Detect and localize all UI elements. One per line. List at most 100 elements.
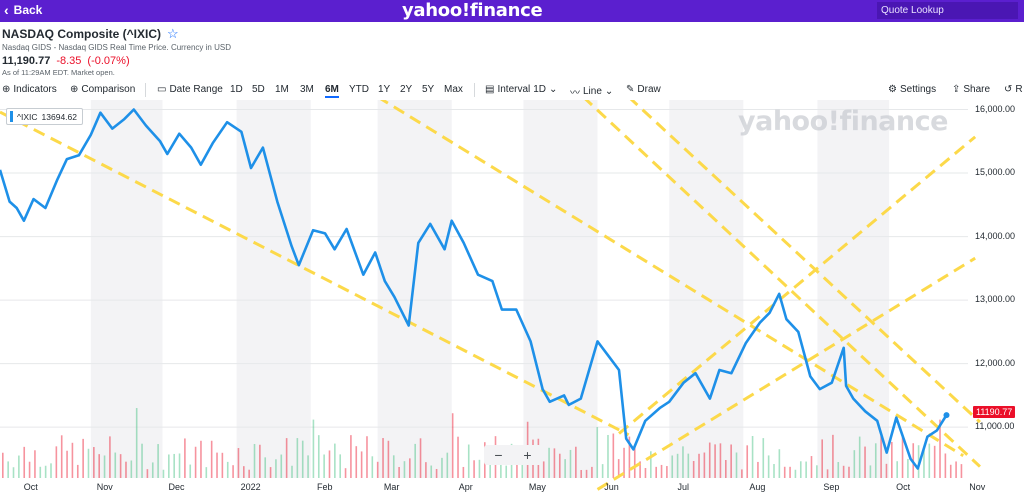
quote-subtitle: Nasdaq GIDS - Nasdaq GIDS Real Time Pric… xyxy=(2,43,231,52)
volume-bar xyxy=(387,440,390,478)
volume-bar xyxy=(757,461,759,478)
volume-bar xyxy=(923,450,925,478)
volume-bar xyxy=(842,465,845,478)
price-chart[interactable] xyxy=(0,100,1024,498)
volume-bar xyxy=(307,455,309,478)
volume-bar xyxy=(237,448,240,478)
range-5y[interactable]: 5Y xyxy=(422,84,435,95)
volume-bar xyxy=(703,452,706,478)
volume-bar xyxy=(789,466,791,478)
volume-bar xyxy=(409,458,411,478)
volume-bar xyxy=(521,465,524,478)
comparison-button[interactable]: ⊕ Comparison xyxy=(70,84,135,95)
volume-bar xyxy=(269,467,272,478)
volume-bar xyxy=(366,436,368,478)
volume-bar xyxy=(425,462,427,478)
volume-bar xyxy=(39,466,42,478)
range-max[interactable]: Max xyxy=(444,84,463,95)
volume-bar xyxy=(130,460,133,478)
month-band xyxy=(523,100,598,478)
volume-bar xyxy=(291,465,293,478)
date-range-button[interactable]: ▭ Date Range xyxy=(157,84,223,95)
range-1m[interactable]: 1M xyxy=(275,84,289,95)
volume-bar xyxy=(44,465,47,478)
volume-bar xyxy=(569,449,572,478)
range-ytd[interactable]: YTD xyxy=(349,84,369,95)
interval-label: Interval xyxy=(497,84,531,95)
trend-line xyxy=(618,135,977,435)
volume-bar xyxy=(210,440,213,478)
volume-bar xyxy=(751,435,754,478)
back-label: Back xyxy=(13,3,43,17)
zoom-in-button[interactable]: + xyxy=(523,447,532,463)
legend-symbol: ^IXIC xyxy=(17,111,38,122)
month-band xyxy=(669,100,744,478)
top-bar: ‹ Back yahoo!finance xyxy=(0,0,1024,22)
volume-bar xyxy=(87,448,90,478)
series-line xyxy=(0,108,948,470)
volume-bar xyxy=(23,446,26,478)
watermark-logo: yahoo!finance xyxy=(738,106,948,137)
volume-bar xyxy=(7,461,9,478)
volume-bar xyxy=(821,439,823,478)
interval-dropdown[interactable]: ▤ Interval 1D ⌄ xyxy=(485,84,557,95)
reset-button[interactable]: ↺ R xyxy=(1004,84,1023,95)
range-1y[interactable]: 1Y xyxy=(378,84,391,95)
x-tick-label: Oct xyxy=(23,482,38,492)
volume-bar xyxy=(243,466,245,478)
range-3m[interactable]: 3M xyxy=(300,84,314,95)
star-icon[interactable]: ☆ xyxy=(167,26,179,41)
back-button[interactable]: ‹ Back xyxy=(4,2,42,18)
volume-bar xyxy=(944,453,947,478)
pencil-icon: ✎ xyxy=(626,84,635,95)
volume-bar xyxy=(135,408,138,478)
volume-bar xyxy=(955,461,957,478)
y-tick-label: 11,000.00 xyxy=(975,421,1015,432)
plus-circle-icon: ⊕ xyxy=(2,84,11,95)
volume-bar xyxy=(392,455,395,478)
draw-label: Draw xyxy=(637,84,661,95)
legend-value: 13694.62 xyxy=(41,111,77,122)
volume-bar xyxy=(323,454,325,478)
zoom-out-button[interactable]: − xyxy=(494,447,503,463)
range-6m[interactable]: 6M xyxy=(325,84,339,98)
volume-bar xyxy=(596,427,599,478)
volume-bar xyxy=(66,450,68,478)
volume-bar xyxy=(119,454,122,478)
candle-icon: ▤ xyxy=(485,84,495,95)
volume-bar xyxy=(296,438,299,478)
yahoo-finance-logo[interactable]: yahoo!finance xyxy=(402,0,543,21)
range-5d[interactable]: 5D xyxy=(252,84,265,95)
volume-bar xyxy=(173,453,175,478)
volume-bar xyxy=(355,446,358,478)
quote-lookup-input[interactable] xyxy=(877,2,1018,19)
volume-bar xyxy=(848,466,850,478)
volume-bar xyxy=(949,464,952,478)
month-band xyxy=(817,100,890,478)
volume-bar xyxy=(28,461,31,478)
volume-bar xyxy=(960,464,963,478)
y-tick-label: 14,000.00 xyxy=(975,230,1016,241)
zoom-controls: − + xyxy=(484,445,542,465)
volume-bar xyxy=(76,464,79,478)
range-2y[interactable]: 2Y xyxy=(400,84,413,95)
draw-button[interactable]: ✎ Draw xyxy=(626,84,661,95)
volume-bar xyxy=(816,465,818,478)
settings-button[interactable]: ⚙ Settings xyxy=(888,84,936,95)
volume-bar xyxy=(542,461,545,478)
range-1d[interactable]: 1D xyxy=(230,84,243,95)
volume-bar xyxy=(435,468,438,478)
x-tick-label: 2022 xyxy=(240,482,261,492)
volume-bar xyxy=(799,461,802,478)
line-label: Line xyxy=(583,86,602,97)
volume-bar xyxy=(767,455,770,478)
volume-bar xyxy=(692,461,695,478)
indicators-button[interactable]: ⊕ Indicators xyxy=(2,84,57,95)
chart-legend[interactable]: ^IXIC 13694.62 xyxy=(6,108,83,125)
chart-area[interactable]: yahoo!finance ^IXIC 13694.62 − + 11190.7… xyxy=(0,100,1024,498)
share-button[interactable]: ⇪ Share xyxy=(952,84,990,95)
volume-bar xyxy=(778,449,781,478)
volume-bar xyxy=(248,469,250,478)
line-type-dropdown[interactable]: 〰 Line ⌄ xyxy=(570,84,613,99)
settings-label: Settings xyxy=(899,84,937,95)
